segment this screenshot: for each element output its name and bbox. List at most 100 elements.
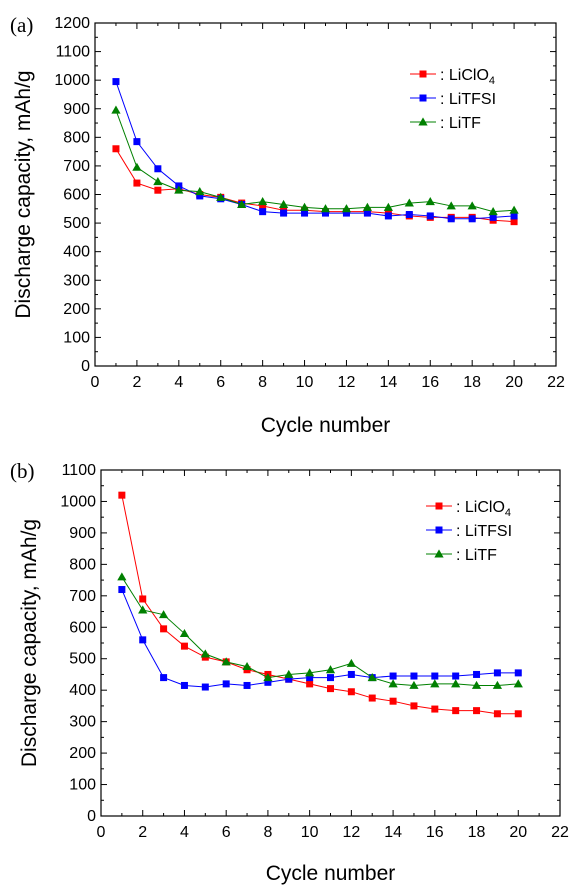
legend-label: : LiTFSI [456,523,512,540]
data-point [118,491,126,499]
legend-label: : LiClO4 [440,67,495,87]
data-point [154,186,162,194]
data-point [493,669,501,677]
data-point [112,145,120,153]
legend-item: : LiTF [410,115,481,132]
y-axis-title: Discharge capacity, mAh/g [12,70,35,318]
data-point [160,674,168,682]
data-point [258,197,268,206]
x-tick-label: 4 [180,824,189,841]
legend-item: : LiTF [426,547,497,564]
data-point [118,586,126,594]
data-point [117,572,127,581]
series-litf [111,105,519,216]
data-point [341,204,352,213]
data-point [473,670,481,678]
x-tick-label: 6 [216,374,225,391]
data-point [133,138,141,146]
data-point [327,674,334,682]
legend-marker [435,526,443,534]
data-point [139,636,147,644]
legend-label: : LiTF [440,115,481,132]
data-point [201,683,209,691]
x-tick-label: 18 [463,374,481,391]
data-point [389,672,397,680]
y-tick-label: 1100 [62,462,97,479]
panel-label: (a) [10,13,33,37]
y-axis-title: Discharge capacity, mAh/g [18,519,41,767]
data-point [514,669,522,677]
data-point [489,213,497,221]
data-point [160,625,168,633]
data-point [452,707,460,715]
legend-marker [435,502,443,510]
y-tick-label: 500 [69,651,96,668]
data-point [468,215,476,223]
data-point [306,680,314,688]
series-litfsi [118,586,522,691]
data-point [242,661,252,671]
data-point [179,628,190,638]
x-tick-label: 20 [509,824,527,841]
x-tick-label: 4 [174,374,183,391]
y-tick-label: 600 [63,187,90,204]
x-tick-label: 12 [342,824,360,841]
y-tick-label: 300 [63,272,90,289]
y-tick-label: 800 [63,129,90,146]
legend-item: : LiClO4 [410,67,495,87]
data-point [473,707,481,715]
y-tick-label: 700 [69,588,96,605]
data-point [153,177,163,186]
data-point [451,679,461,688]
chart-panel-a: (a) 0 2 4 6 8 10 12 14 16 18 20 22 0 100 200 300 400 500 60… [10,13,565,437]
plot-frame [100,469,561,817]
legend-marker [418,117,428,126]
series-line [121,589,519,688]
data-point [195,187,205,196]
data-point [133,179,141,187]
series-line [115,110,515,213]
x-tick-label: 8 [258,374,267,391]
x-tick-label: 12 [338,374,356,391]
y-tick-label: 700 [63,158,90,175]
y-tick-label: 400 [69,682,96,699]
y-tick-label: 300 [69,714,96,731]
panel-label: (b) [10,459,35,483]
data-point [488,207,498,216]
legend-marker [434,549,444,558]
data-point [409,680,419,689]
x-axis-title: Cycle number [266,862,396,885]
x-tick-label: 14 [379,374,397,391]
series-line [121,576,519,686]
x-tick-label: 6 [222,824,231,841]
data-point [237,199,247,208]
data-point [389,697,397,705]
data-point [327,685,334,693]
data-point [346,658,356,667]
x-tick-label: 10 [296,374,314,391]
y-tick-label: 1100 [56,44,91,61]
data-point [426,212,434,220]
legend-marker [419,70,427,78]
data-point [158,610,169,619]
data-point [363,209,371,217]
chart-panel-b: (b) 0 2 4 6 8 10 12 14 16 18 20 22 0 100 200 300 400 500 60… [10,459,569,885]
legend-item: : LiTFSI [426,523,512,540]
data-point [431,672,439,680]
data-point [284,669,294,678]
data-point [492,680,503,689]
x-tick-label: 2 [132,374,141,391]
data-point [367,672,377,682]
y-tick-label: 1000 [54,72,90,89]
data-point [514,710,522,718]
data-point [347,688,355,696]
y-tick-label: 100 [69,777,96,794]
data-point [154,165,162,173]
data-point [384,212,392,220]
legend-label: : LiTF [456,547,497,564]
data-point [493,710,501,718]
data-point [259,202,267,210]
data-point [112,78,120,86]
data-point [410,672,418,680]
